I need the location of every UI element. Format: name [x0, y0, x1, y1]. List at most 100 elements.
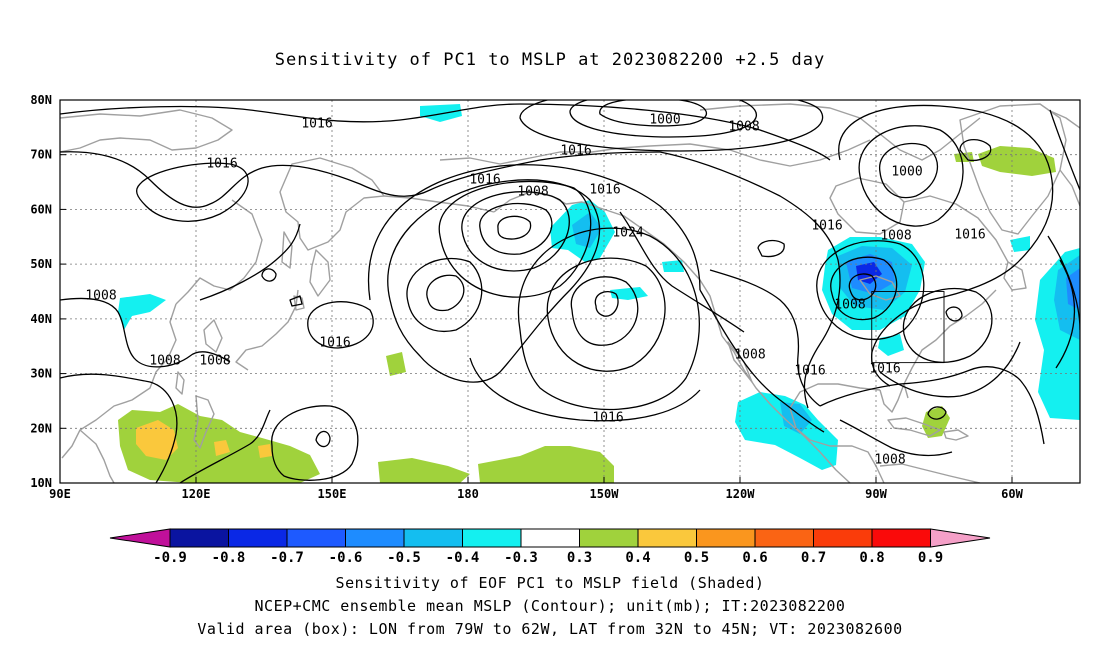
contour-label: 1008 [834, 298, 865, 313]
colorbar-label: -0.7 [270, 550, 304, 566]
contour-1008-na [699, 289, 825, 433]
contour-1008-china-south [60, 373, 178, 483]
coast-sakhalin [281, 231, 293, 269]
shade-cyan-arctic [420, 104, 462, 122]
lon-label: 150W [590, 487, 620, 501]
shade-green-caribbean [922, 406, 950, 438]
colorbar-label: -0.8 [212, 550, 246, 566]
contour-high-pacific-1 [594, 291, 619, 317]
valid-area-box [871, 291, 945, 364]
contour-1016-east-asia-ring [307, 301, 374, 349]
contour-label: 1008 [517, 185, 548, 200]
contour-1016-east-asia [199, 223, 301, 301]
contour-1016-ring-asia [135, 162, 249, 222]
lon-label: 120E [182, 487, 211, 501]
lon-label: 150E [318, 487, 347, 501]
contour-1016-pacific-trough [387, 179, 601, 383]
colorbar-cell [403, 528, 463, 548]
contour-label: 1016 [560, 144, 591, 159]
contour-1016-atlantic [838, 104, 1054, 301]
colorbar-cell [462, 528, 522, 548]
shade-cyan-greenland [1010, 236, 1030, 252]
colorbar-cell [345, 528, 405, 548]
caption-line-3: Valid area (box): LON from 79W to 62W, L… [197, 620, 903, 638]
contour-1016-pacific-big [367, 164, 701, 301]
colorbar-label: 0.6 [742, 550, 767, 566]
contour-label: 1008 [874, 453, 905, 468]
coast-korea [203, 319, 223, 353]
coast-china-east [61, 303, 177, 459]
shade-cyan-carolina [878, 334, 904, 356]
contour-1008-caribbean [839, 419, 953, 457]
contour-label: 1008 [734, 348, 765, 363]
shade-sky-central-america [780, 402, 812, 434]
colorbar [109, 528, 991, 548]
shade-green-pacific [386, 352, 406, 376]
contour-small-na [757, 239, 785, 258]
colorbar-label: 0.3 [567, 550, 592, 566]
lat-label: 10N [30, 476, 52, 490]
contour-labels: 1016 1000 1008 1016 1000 1016 1008 1016 … [85, 113, 985, 468]
coast-philippines [193, 395, 215, 449]
coast-hudson-bay [829, 177, 905, 235]
coast-japan [235, 289, 299, 371]
shade-cyan-china [118, 294, 166, 330]
contour-label: 1016 [869, 362, 900, 377]
contour-label: 1024 [612, 226, 643, 241]
contour-label: 1016 [469, 173, 500, 188]
contour-low-aleutian-2 [479, 202, 553, 255]
contour-1024-ring [546, 257, 666, 372]
shade-cyan-central-america [735, 392, 838, 470]
colorbar-arrow-right [930, 528, 991, 548]
contour-1016-tropics [179, 409, 271, 483]
coast-aleutian [383, 195, 495, 213]
colorbar-label: -0.3 [504, 550, 538, 566]
contour-low-canada-2 [830, 256, 898, 321]
contour-small-1 [261, 268, 277, 282]
coast-florida [879, 383, 905, 413]
contour-1016-gulf [819, 366, 1045, 445]
contour-low-canada-inner [848, 273, 877, 301]
contour-1024-na-inner [619, 211, 745, 333]
contour-1016-siberia [60, 151, 661, 208]
contour-atlantic-east-3 [1049, 109, 1080, 191]
contour-high-atlantic-inner [945, 306, 963, 322]
contour-low-pacific-w2 [406, 257, 483, 332]
contour-label: 1008 [199, 354, 230, 369]
colorbar-label: -0.6 [329, 550, 363, 566]
colorbar-label: 0.5 [684, 550, 709, 566]
shade-green-greenland [978, 146, 1056, 176]
lat-label: 50N [30, 257, 52, 271]
shade-deepblue-canada [856, 262, 882, 284]
sensitivity-shading [118, 104, 1080, 483]
coast-south-america [879, 463, 981, 483]
coast-siberia-east [175, 199, 263, 305]
plot-frame [59, 99, 1081, 484]
coast-canada-arctic [649, 139, 871, 167]
lat-label: 30N [30, 367, 52, 381]
colorbar-cell [754, 528, 814, 548]
colorbar-cell [813, 528, 873, 548]
shade-sky-gulf-alaska [572, 212, 602, 248]
contour-label: 1000 [891, 165, 922, 180]
mslp-contours [60, 100, 1080, 483]
contour-greenland-ring [959, 139, 992, 162]
lat-label: 60N [30, 202, 52, 216]
contour-label: 1016 [794, 364, 825, 379]
contour-label: 1016 [206, 157, 237, 172]
contour-small-carib [927, 406, 947, 420]
lat-label: 20N [30, 421, 52, 435]
colorbar-cell [286, 528, 346, 548]
axis-ticks [60, 99, 1013, 484]
colorbar-arrow-left [109, 528, 171, 548]
contour-1000-labrador [879, 142, 938, 199]
colorbar-cell [520, 528, 580, 548]
contour-1008-labrador [858, 125, 964, 227]
lat-labels: 80N 70N 60N 50N 40N 30N 20N 10N [30, 93, 52, 490]
coast-alaska [493, 191, 723, 337]
contour-label: 1016 [319, 336, 350, 351]
coast-mexico-west [721, 335, 851, 483]
contour-1008-se-asia [60, 297, 231, 368]
contour-tropics-ring-inner [315, 430, 331, 448]
contour-small-2 [289, 295, 303, 307]
